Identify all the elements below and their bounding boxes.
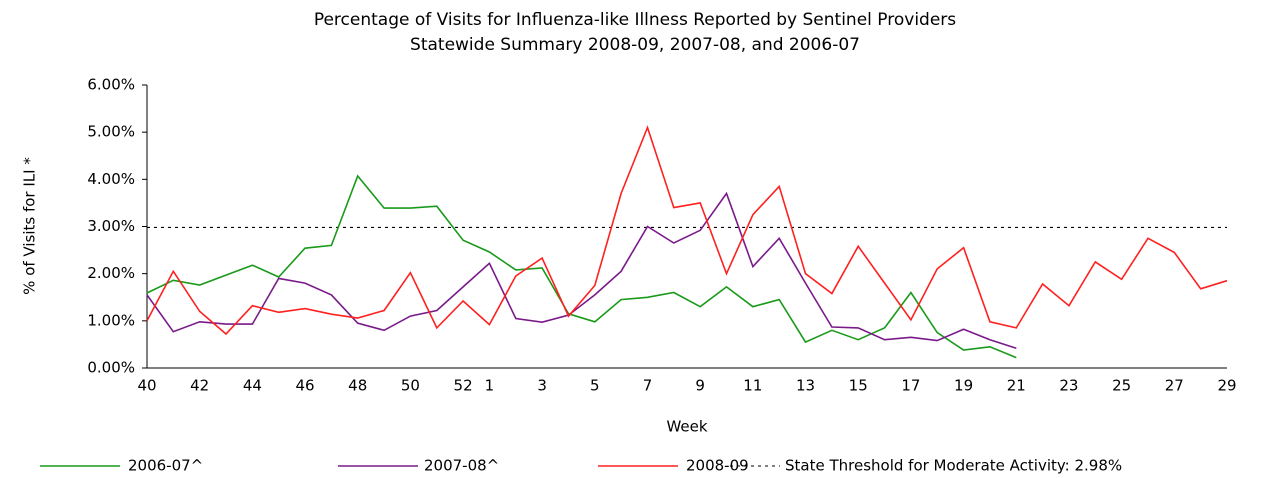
x-tick-label: 9 [695,377,705,395]
y-tick-label: 2.00% [87,264,135,282]
x-tick-label: 27 [1165,377,1184,395]
x-tick-label: 40 [137,377,156,395]
y-tick-label: 4.00% [87,170,135,188]
chart-title: Percentage of Visits for Influenza-like … [314,10,956,30]
y-tick-label: 6.00% [87,76,135,94]
legend-label: 2006-07^ [128,457,203,475]
x-tick-label: 19 [954,377,973,395]
y-tick-label: 1.00% [87,311,135,329]
y-tick-label: 0.00% [87,359,135,377]
x-tick-label: 48 [348,377,367,395]
x-tick-label: 17 [901,377,920,395]
x-tick-label: 52 [454,377,473,395]
x-tick-label: 13 [796,377,815,395]
series-line [146,191,1017,349]
x-tick-label: 15 [849,377,868,395]
x-tick-label: 1 [485,377,495,395]
series-line [146,174,1017,359]
legend-label: State Threshold for Moderate Activity: 2… [785,457,1122,475]
y-tick-label: 3.00% [87,217,135,235]
x-tick-label: 3 [537,377,547,395]
series-line [146,125,1228,336]
x-tick-label: 46 [296,377,315,395]
x-tick-label: 21 [1007,377,1026,395]
chart-subtitle: Statewide Summary 2008-09, 2007-08, and … [410,35,860,55]
x-tick-label: 44 [243,377,262,395]
legend-label: 2008-09 [686,457,749,475]
x-tick-label: 25 [1112,377,1131,395]
x-tick-label: 7 [643,377,653,395]
x-tick-label: 42 [190,377,209,395]
legend-label: 2007-08^ [424,457,499,475]
x-tick-label: 29 [1217,377,1236,395]
y-axis-label: % of Visits for ILI * [21,157,39,295]
x-axis-label: Week [666,418,707,436]
y-tick-label: 5.00% [87,123,135,141]
x-tick-label: 50 [401,377,420,395]
x-tick-label: 23 [1059,377,1078,395]
x-tick-label: 11 [743,377,762,395]
x-tick-label: 5 [590,377,600,395]
